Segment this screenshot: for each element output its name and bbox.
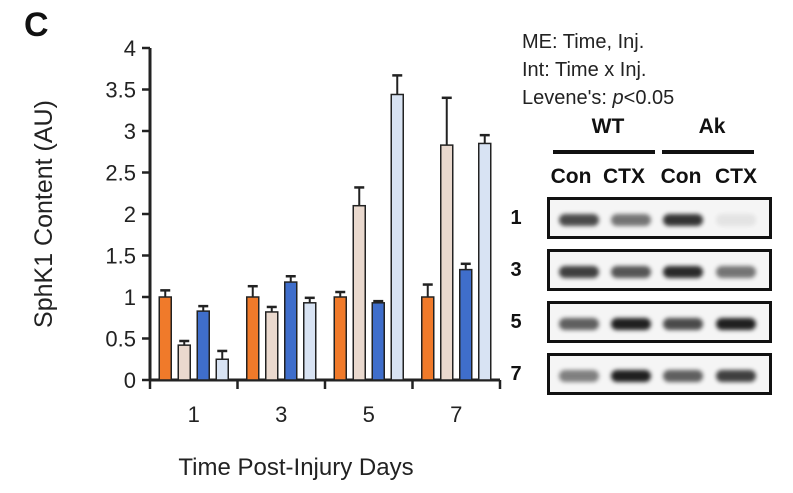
blot-band — [663, 214, 703, 226]
statistics-annotation: ME: Time, Inj. Int: Time x Inj. Levene's… — [522, 28, 674, 112]
blot-group-label-ak: Ak — [698, 115, 726, 138]
stats-main-effect: ME: Time, Inj. — [522, 31, 645, 53]
bar — [284, 281, 298, 381]
blot-row-label-day-1: 1 — [510, 207, 522, 229]
bar-chart: 0 0.5 1 1.5 2 2.5 3 3.5 4 1 3 5 7 SphK1 Content (AU… — [30, 36, 502, 481]
x-tick-label: 7 — [450, 402, 462, 427]
bar — [333, 296, 347, 381]
bar — [371, 302, 385, 381]
stats-levene-suffix: <0.05 — [623, 87, 675, 109]
blot-strip-day-3 — [547, 249, 772, 291]
bar — [265, 311, 279, 381]
blot-band — [716, 214, 756, 226]
blot-band — [611, 214, 651, 226]
bar — [440, 144, 454, 381]
blot-strip-day-5 — [547, 301, 772, 343]
bar — [390, 93, 404, 381]
x-tick-label: 3 — [275, 402, 287, 427]
x-tick-label: 1 — [188, 402, 200, 427]
blot-band — [559, 318, 599, 330]
blot-strip-day-7 — [547, 353, 772, 395]
y-tick-label: 2.5 — [105, 161, 136, 186]
blot-band — [663, 266, 703, 278]
blot-group-label-wt: WT — [591, 115, 625, 138]
western-blot: WT Ak Con CTX Con CTX 1 3 5 7 — [505, 115, 785, 395]
x-tick-label: 5 — [363, 402, 375, 427]
y-tick-label: 3 — [124, 119, 136, 144]
y-tick-label: 0.5 — [105, 327, 136, 352]
blot-band — [663, 318, 703, 330]
bar — [158, 296, 172, 381]
bar — [196, 310, 210, 381]
y-tick-label: 1.5 — [105, 244, 136, 269]
y-tick-label: 3.5 — [105, 78, 136, 103]
blot-group-line-ak — [662, 150, 754, 154]
bar — [177, 344, 191, 381]
blot-band — [716, 370, 756, 382]
blot-lane-label-wt-con: Con — [550, 165, 592, 188]
blot-band — [559, 370, 599, 382]
blot-lane-label-ak-ctx: CTX — [715, 165, 757, 188]
blot-row-label-day-3: 3 — [510, 259, 522, 281]
blot-row-label-day-5: 5 — [510, 311, 522, 333]
blot-lane-label-wt-ctx: CTX — [603, 165, 645, 188]
bar — [246, 296, 260, 381]
blot-group-line-wt — [553, 150, 655, 154]
bar — [352, 204, 366, 381]
blot-lane-label-ak-con: Con — [660, 165, 702, 188]
blot-strip-day-1 — [547, 197, 772, 239]
stats-levene-prefix: Levene's: — [522, 87, 613, 109]
bar — [303, 302, 317, 381]
bar — [421, 296, 435, 381]
x-axis: 1 3 5 7 — [148, 378, 502, 427]
blot-band — [559, 266, 599, 278]
x-axis-label: Time Post-Injury Days — [178, 454, 413, 481]
blot-band — [611, 266, 651, 278]
y-tick-label: 2 — [124, 202, 136, 227]
stats-levene-p: p — [612, 87, 624, 109]
y-tick-label: 4 — [124, 36, 136, 61]
y-axis-label: SphK1 Content (AU) — [30, 100, 58, 328]
blot-row-label-day-7: 7 — [510, 363, 522, 385]
bar — [215, 358, 229, 381]
stats-interaction: Int: Time x Inj. — [522, 59, 647, 81]
panel-letter: C — [24, 6, 49, 44]
blot-band — [716, 266, 756, 278]
stats-levene: Levene's: p<0.05 — [522, 84, 674, 112]
y-tick-label: 1 — [124, 285, 136, 310]
blot-band — [611, 370, 651, 382]
bar-series-group — [158, 74, 492, 381]
blot-band — [559, 214, 599, 226]
blot-band — [611, 318, 651, 330]
blot-band — [716, 318, 756, 330]
bar — [459, 268, 473, 381]
y-tick-label: 0 — [124, 368, 136, 393]
bar — [478, 142, 492, 381]
y-axis: 0 0.5 1 1.5 2 2.5 3 3.5 4 — [105, 36, 152, 393]
blot-band — [663, 370, 703, 382]
